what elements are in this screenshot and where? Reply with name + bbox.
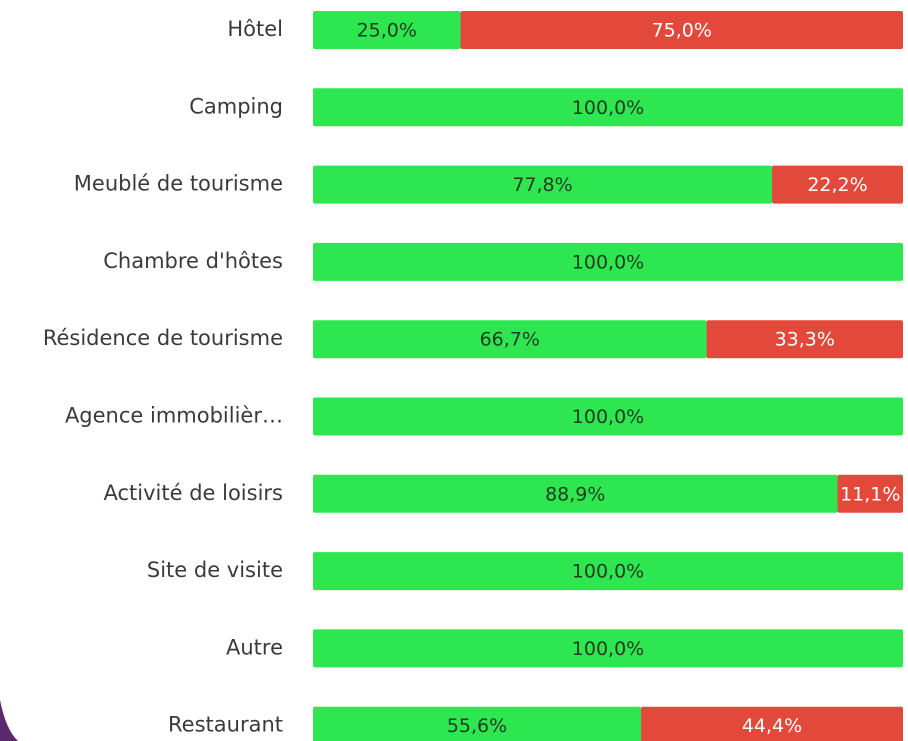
value-label: 88,9% (545, 483, 605, 505)
value-label: 75,0% (652, 20, 712, 42)
value-label: 11,1% (840, 483, 900, 505)
bar-segment (313, 397, 903, 436)
bar-segment (313, 474, 838, 513)
value-label: 100,0% (572, 638, 644, 660)
bar-segment (313, 88, 903, 127)
category-label: Hôtel (227, 17, 283, 41)
value-label: 77,8% (512, 174, 572, 196)
value-label: 66,7% (480, 329, 540, 351)
category-label: Résidence de tourisme (43, 326, 283, 350)
category-label: Site de visite (147, 558, 283, 582)
bar-segment (313, 706, 642, 741)
category-label: Activité de loisirs (104, 481, 284, 505)
value-label: 100,0% (572, 406, 644, 428)
bar-segment (772, 165, 903, 204)
value-label: 55,6% (447, 715, 507, 737)
value-label: 100,0% (572, 97, 644, 119)
value-label: 33,3% (775, 329, 835, 351)
category-label: Meublé de tourisme (74, 172, 283, 196)
value-label: 25,0% (357, 20, 417, 42)
value-label: 44,4% (742, 715, 802, 737)
bar-segment (706, 320, 903, 359)
bar-segment (641, 706, 903, 741)
value-label: 22,2% (807, 174, 867, 196)
bar-segment (313, 552, 903, 591)
value-label: 100,0% (572, 561, 644, 583)
bar-segment (313, 11, 461, 49)
value-label: 100,0% (572, 251, 644, 273)
bar-segment (460, 11, 903, 49)
bar-segment (313, 320, 707, 359)
decoration (0, 700, 18, 741)
bar-segment (313, 242, 903, 281)
category-label: Chambre d'hôtes (103, 249, 283, 273)
category-label: Restaurant (168, 713, 283, 737)
bar-segment (313, 629, 903, 668)
category-label: Agence immobilièr… (65, 404, 283, 428)
category-label: Autre (226, 635, 283, 659)
category-label: Camping (189, 94, 283, 118)
bar-segment (837, 474, 903, 513)
bar-segment (313, 165, 773, 204)
